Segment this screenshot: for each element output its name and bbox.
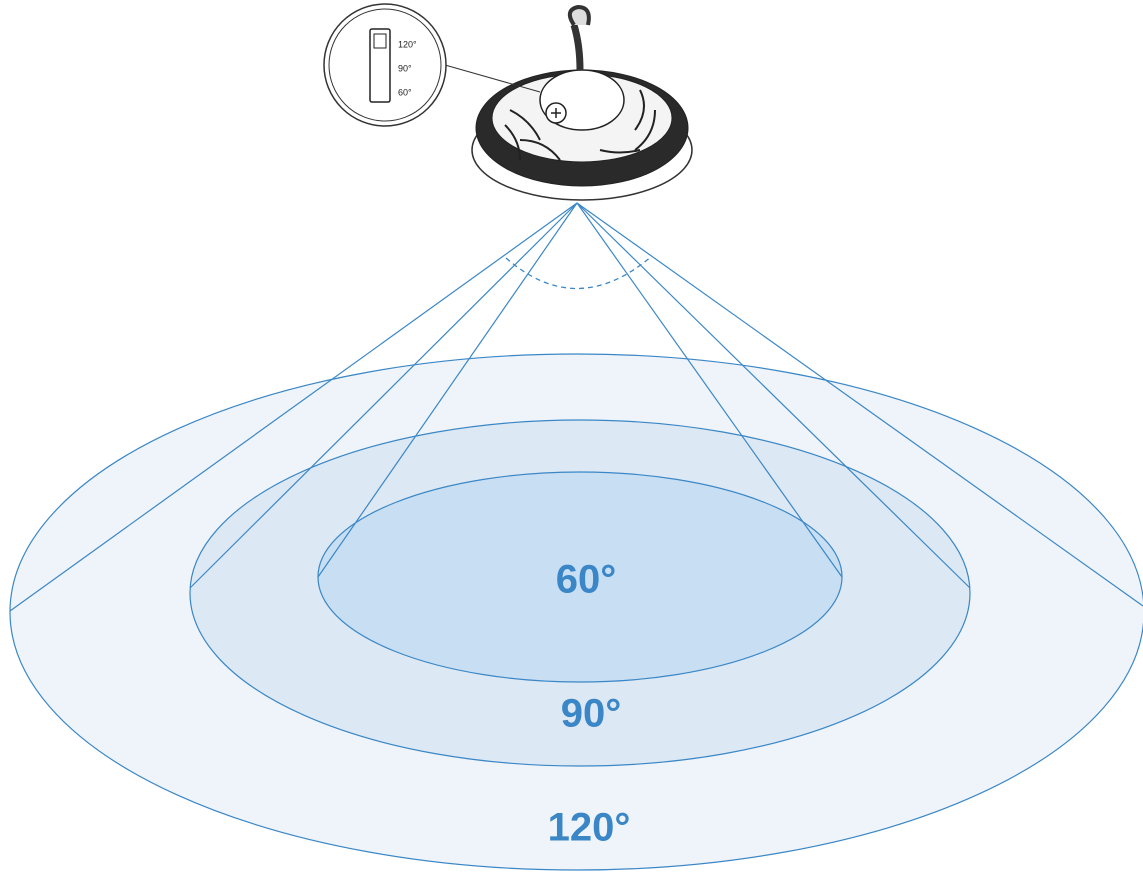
beam-label: 90°	[561, 692, 622, 736]
angle-arc	[505, 255, 653, 290]
inset-label: 60°	[398, 87, 412, 97]
inset-label: 120°	[398, 39, 417, 49]
inset-label: 90°	[398, 63, 412, 73]
switch-knob	[373, 33, 387, 49]
beam-label: 60°	[556, 558, 617, 602]
beam-label: 120°	[548, 806, 631, 850]
inset-leader	[444, 64, 541, 93]
beam-lines	[9, 202, 1143, 612]
lamp	[471, 4, 693, 201]
